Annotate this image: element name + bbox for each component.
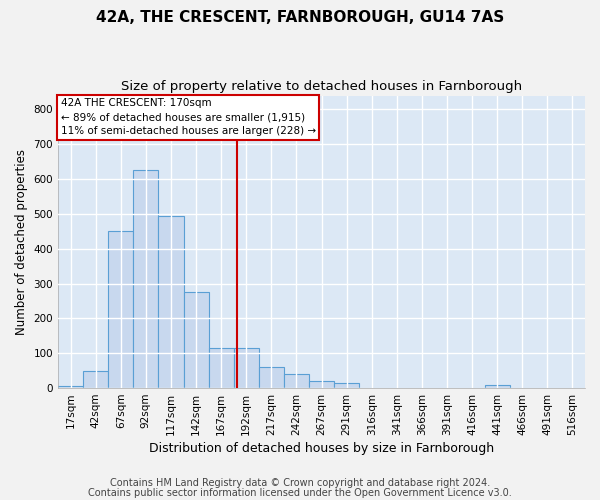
Bar xyxy=(309,381,334,388)
Bar xyxy=(334,383,359,388)
Text: 42A, THE CRESCENT, FARNBOROUGH, GU14 7AS: 42A, THE CRESCENT, FARNBOROUGH, GU14 7AS xyxy=(96,10,504,25)
Y-axis label: Number of detached properties: Number of detached properties xyxy=(15,149,28,335)
Bar xyxy=(259,367,284,388)
Bar xyxy=(284,374,309,388)
Bar xyxy=(233,348,259,388)
Bar xyxy=(108,232,133,388)
X-axis label: Distribution of detached houses by size in Farnborough: Distribution of detached houses by size … xyxy=(149,442,494,455)
Bar xyxy=(158,216,184,388)
Text: Contains public sector information licensed under the Open Government Licence v3: Contains public sector information licen… xyxy=(88,488,512,498)
Bar xyxy=(133,170,158,388)
Text: Contains HM Land Registry data © Crown copyright and database right 2024.: Contains HM Land Registry data © Crown c… xyxy=(110,478,490,488)
Bar xyxy=(485,384,510,388)
Text: 42A THE CRESCENT: 170sqm
← 89% of detached houses are smaller (1,915)
11% of sem: 42A THE CRESCENT: 170sqm ← 89% of detach… xyxy=(61,98,316,136)
Bar xyxy=(58,386,83,388)
Bar xyxy=(209,348,233,388)
Bar xyxy=(83,370,108,388)
Bar xyxy=(184,292,209,388)
Title: Size of property relative to detached houses in Farnborough: Size of property relative to detached ho… xyxy=(121,80,522,93)
